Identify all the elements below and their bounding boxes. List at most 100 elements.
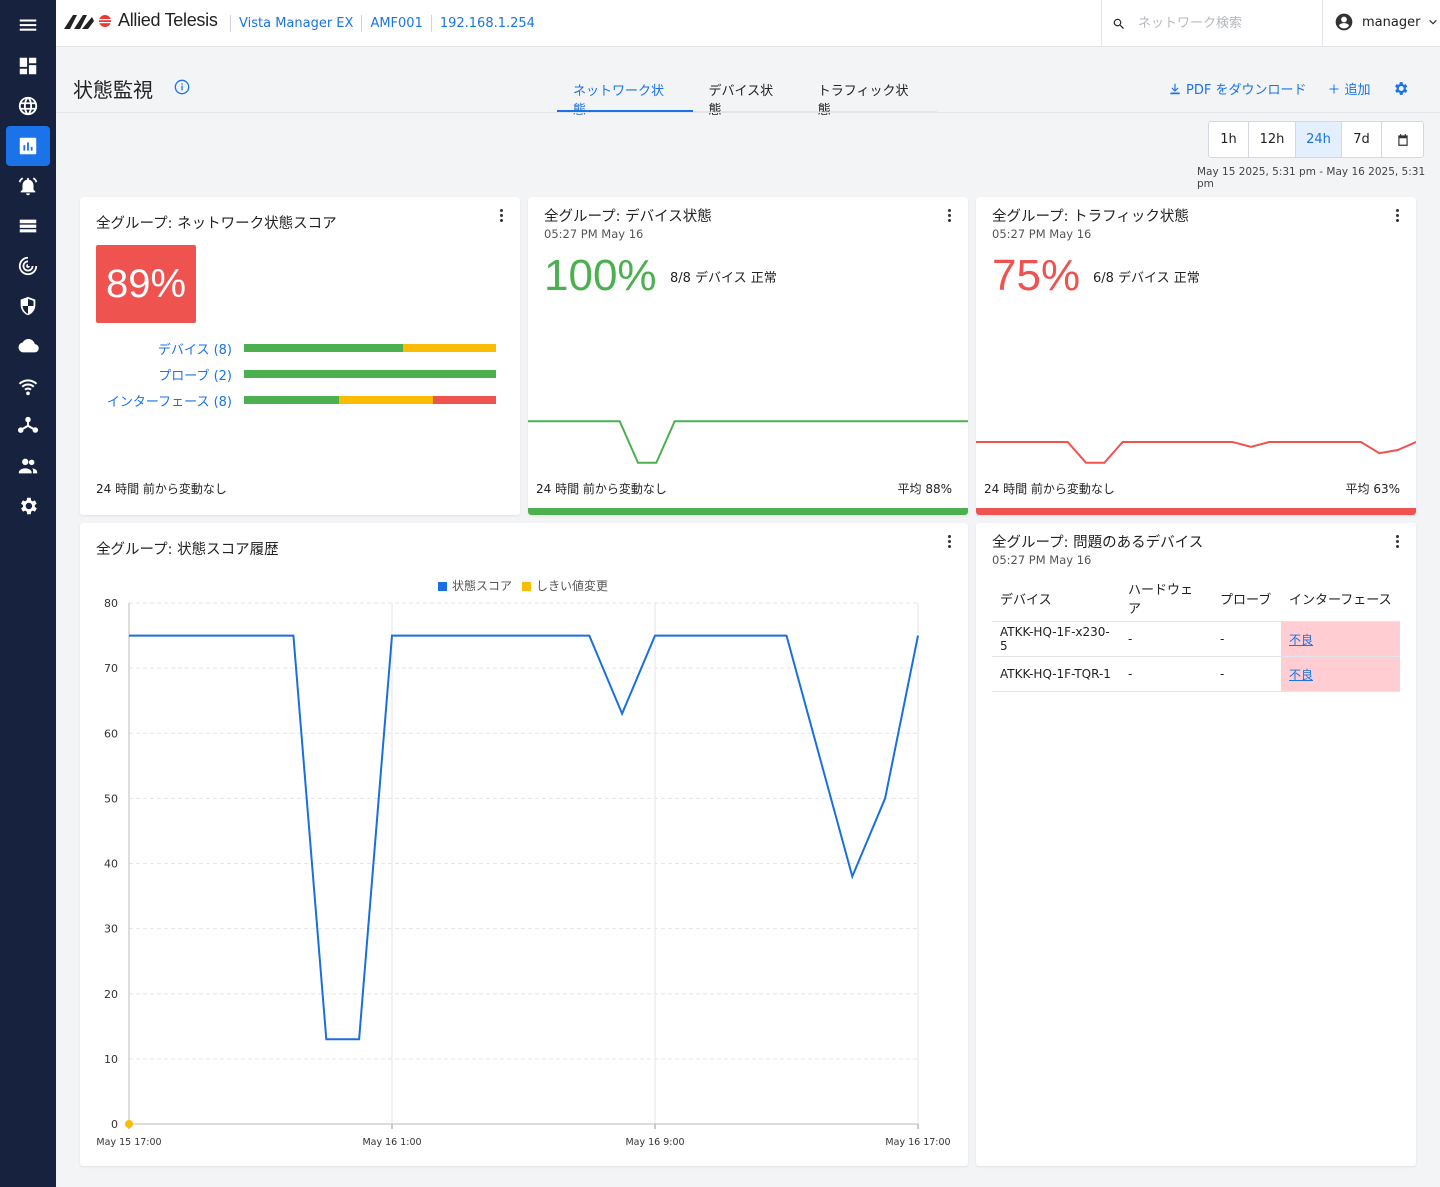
range-12h-button[interactable]: 12h — [1249, 122, 1296, 157]
y-tick-label: 0 — [111, 1118, 118, 1131]
sidebar-item-network[interactable] — [6, 86, 50, 126]
score-bar — [244, 344, 496, 352]
chevron-down-icon — [1429, 19, 1438, 25]
device-status-card: 全グループ: デバイス状態 05:27 PM May 16 100% 8/8 デ… — [528, 197, 968, 515]
sidebar-item-cloud[interactable] — [6, 326, 50, 366]
search-box — [1101, 0, 1323, 47]
range-7d-button[interactable]: 7d — [1342, 122, 1382, 157]
alarm-icon — [18, 177, 38, 196]
calendar-button[interactable] — [1382, 122, 1423, 157]
list-icon — [19, 219, 37, 233]
plus-icon — [1329, 84, 1339, 93]
card-menu-button[interactable] — [1394, 535, 1400, 551]
sidebar-item-topology[interactable] — [6, 406, 50, 446]
threshold-marker[interactable] — [125, 1120, 133, 1128]
legend-swatch — [438, 582, 447, 591]
score-series-line — [129, 634, 919, 1041]
sidebar-item-monitoring[interactable] — [6, 126, 50, 166]
breadcrumb-ip[interactable]: 192.168.1.254 — [430, 15, 543, 32]
interface-status-link[interactable]: 不良 — [1289, 667, 1314, 682]
dashboard-icon — [19, 57, 37, 75]
traffic-status-percent: 75% — [992, 251, 1081, 300]
score-bar — [244, 370, 496, 378]
score-bar-segment — [433, 396, 496, 404]
range-1h-button[interactable]: 1h — [1209, 122, 1249, 157]
y-tick-label: 20 — [104, 988, 118, 1001]
card-timestamp: 05:27 PM May 16 — [544, 227, 644, 241]
download-icon — [1170, 83, 1180, 94]
page-title: 状態監視 — [73, 78, 153, 102]
y-tick-label: 10 — [104, 1053, 118, 1066]
time-range-picker: 1h 12h 24h 7d — [1208, 121, 1424, 158]
breadcrumb: Vista Manager EX AMF001 192.168.1.254 — [230, 15, 543, 32]
sidebar-item-wireless[interactable] — [6, 366, 50, 406]
sidebar-item-security[interactable] — [6, 286, 50, 326]
table-header-row: デバイス ハードウェア プローブ インターフェース — [992, 575, 1400, 622]
tab-traffic-status[interactable]: トラフィック状態 — [817, 84, 909, 118]
sidebar-item-dashboard[interactable] — [6, 46, 50, 86]
score-change-note: 24 時間 前から変動なし — [96, 482, 227, 496]
score-row-interface[interactable]: インターフェース (8) — [80, 391, 510, 410]
x-tick-label: May 15 17:00 — [96, 1137, 161, 1148]
search-input[interactable] — [1138, 16, 1308, 31]
radar-icon — [18, 256, 38, 276]
hardware-cell: - — [1120, 656, 1212, 692]
card-menu-button[interactable] — [498, 209, 504, 225]
column-header: ハードウェア — [1120, 575, 1212, 622]
device-status-sparkline — [528, 420, 968, 464]
score-history-card: 全グループ: 状態スコア履歴 状態スコア しきい値変更 0 10 20 30 40 50 60 7… — [80, 523, 968, 1166]
add-button[interactable]: 追加 — [1328, 79, 1370, 98]
score-row-label[interactable]: デバイス (8) — [157, 343, 232, 358]
score-row-probe[interactable]: プローブ (2) — [80, 365, 510, 384]
add-label: 追加 — [1344, 83, 1371, 98]
traffic-change-note: 24 時間 前から変動なし — [984, 482, 1115, 496]
search-icon — [1113, 18, 1124, 29]
score-row-device[interactable]: デバイス (8) — [80, 339, 510, 358]
device-average: 平均 88% — [897, 482, 953, 496]
card-menu-button[interactable] — [946, 209, 952, 225]
tab-network-status[interactable]: ネットワーク状態 — [557, 70, 693, 118]
download-pdf-button[interactable]: PDF をダウンロード — [1168, 79, 1306, 98]
settings-button[interactable] — [1392, 80, 1413, 97]
card-title: 全グループ: トラフィック状態 — [992, 209, 1189, 225]
user-menu[interactable]: manager — [1334, 12, 1438, 32]
topology-icon — [17, 416, 39, 433]
brand-logo[interactable]: Allied Telesis — [64, 10, 218, 31]
sparkline-line — [528, 420, 968, 464]
legend-label: 状態スコア — [452, 578, 512, 593]
breadcrumb-device[interactable]: AMF001 — [361, 15, 430, 32]
gear-icon — [1395, 82, 1408, 95]
device-status-strip — [528, 508, 968, 515]
sidebar-item-alerts[interactable] — [6, 166, 50, 206]
score-history-chart: 状態スコア しきい値変更 0 10 20 30 40 50 60 70 80 May 15 17:00… — [96, 578, 950, 1148]
range-24h-button[interactable]: 24h — [1296, 122, 1342, 157]
legend-label: しきい値変更 — [536, 578, 608, 593]
download-pdf-label: PDF をダウンロード — [1186, 83, 1307, 98]
x-tick-label: May 16 1:00 — [362, 1137, 421, 1148]
card-menu-button[interactable] — [1394, 209, 1400, 225]
hardware-cell: - — [1120, 621, 1212, 657]
gear-icon — [21, 497, 37, 515]
score-bar-segment — [244, 396, 339, 404]
device-name-cell: ATKK-HQ-1F-TQR-1 — [992, 656, 1120, 692]
info-icon[interactable] — [174, 79, 190, 95]
traffic-status-sparkline — [976, 441, 1416, 464]
card-title: 全グループ: 状態スコア履歴 — [96, 542, 279, 558]
traffic-status-card: 全グループ: トラフィック状態 05:27 PM May 16 75% 6/8 … — [976, 197, 1416, 515]
interface-cell: 不良 — [1281, 621, 1400, 657]
card-menu-button[interactable] — [946, 535, 952, 551]
interface-status-link[interactable]: 不良 — [1289, 632, 1314, 647]
sidebar-item-list[interactable] — [6, 206, 50, 246]
tab-device-status[interactable]: デバイス状態 — [708, 84, 774, 118]
sidebar-item-settings[interactable] — [6, 486, 50, 526]
score-row-label[interactable]: インターフェース (8) — [106, 395, 232, 410]
wifi-icon — [18, 379, 38, 396]
sidebar-item-radar[interactable] — [6, 246, 50, 286]
score-bar-segment — [338, 396, 433, 404]
sidebar-item-users[interactable] — [6, 446, 50, 486]
menu-button[interactable] — [6, 5, 50, 45]
calendar-icon — [1397, 133, 1408, 146]
breadcrumb-product[interactable]: Vista Manager EX — [230, 15, 361, 32]
score-row-label[interactable]: プローブ (2) — [158, 369, 232, 384]
chart-legend: 状態スコア しきい値変更 — [438, 578, 608, 593]
